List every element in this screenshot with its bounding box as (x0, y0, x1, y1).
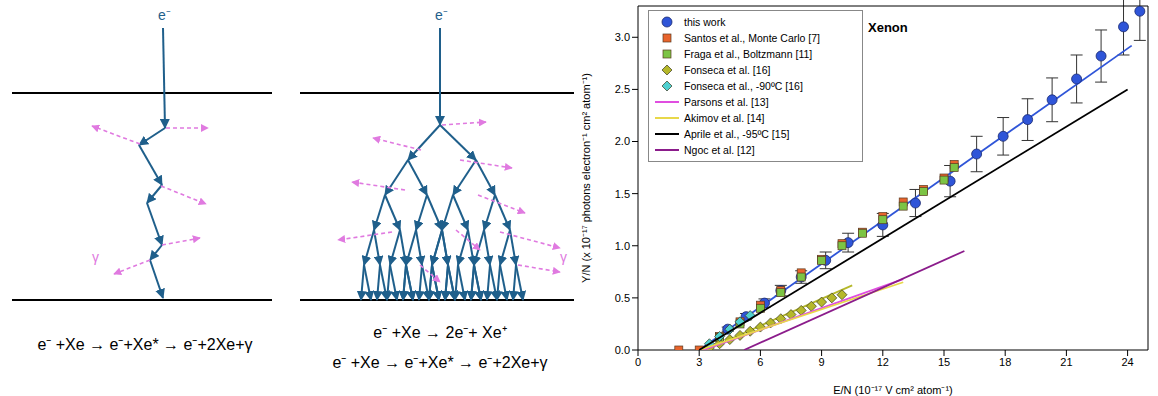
svg-text:18: 18 (999, 356, 1011, 368)
html-text:Xenon: Xenon (868, 20, 908, 35)
html-text:Aprile et al., -95ºC [15]: Aprile et al., -95ºC [15] (684, 128, 790, 140)
html-text:Fraga et al., Boltzmann [11]: Fraga et al., Boltzmann [11] (684, 48, 813, 60)
svg-text:1.5: 1.5 (615, 188, 630, 200)
svg-text:0.5: 0.5 (615, 292, 630, 304)
svg-text:24: 24 (1121, 356, 1133, 368)
svg-text:0.0: 0.0 (615, 344, 630, 356)
html-text:this work: this work (684, 16, 726, 28)
svg-text:0: 0 (635, 356, 641, 368)
svg-text:E/N (10⁻¹⁷ V cm² atom⁻¹): E/N (10⁻¹⁷ V cm² atom⁻¹) (833, 384, 953, 396)
svg-text:γ: γ (92, 249, 99, 265)
svg-text:1.0: 1.0 (615, 240, 630, 252)
html-text:Akimov et al. [14]: Akimov et al. [14] (684, 112, 765, 124)
svg-text:Y/N (x 10⁻¹⁷ photons electron⁻: Y/N (x 10⁻¹⁷ photons electron⁻¹ cm² atom… (580, 73, 592, 283)
svg-text:e⁻ +Xe → e⁻+Xe* → e⁻+2Xe+γ: e⁻ +Xe → e⁻+Xe* → e⁻+2Xe+γ (332, 354, 547, 371)
svg-text:3: 3 (696, 356, 702, 368)
svg-text:2.0: 2.0 (615, 135, 630, 147)
html-text:Santos et al., Monte Carlo [7]: Santos et al., Monte Carlo [7] (684, 32, 820, 44)
svg-text:6: 6 (757, 356, 763, 368)
svg-text:3.0: 3.0 (615, 31, 630, 43)
html-text:Ngoc et al. [12]: Ngoc et al. [12] (684, 144, 755, 156)
svg-text:21: 21 (1060, 356, 1072, 368)
svg-text:e⁻ +Xe → 2e⁻+ Xe⁺: e⁻ +Xe → 2e⁻+ Xe⁺ (373, 324, 506, 341)
svg-text:15: 15 (938, 356, 950, 368)
svg-text:12: 12 (877, 356, 889, 368)
svg-text:2.5: 2.5 (615, 83, 630, 95)
html-text:Fonseca et al., -90ºC [16]: Fonseca et al., -90ºC [16] (684, 80, 803, 92)
svg-text:e⁻ +Xe → e⁻+Xe* → e⁻+2Xe+γ: e⁻ +Xe → e⁻+Xe* → e⁻+2Xe+γ (37, 336, 252, 353)
svg-text:e⁻: e⁻ (435, 7, 448, 23)
svg-text:e⁻: e⁻ (158, 7, 171, 23)
html-text:Fonseca et al. [16]: Fonseca et al. [16] (684, 64, 771, 76)
svg-text:9: 9 (819, 356, 825, 368)
svg-text:γ: γ (560, 249, 567, 265)
html-text:Parsons et al. [13]: Parsons et al. [13] (684, 96, 769, 108)
